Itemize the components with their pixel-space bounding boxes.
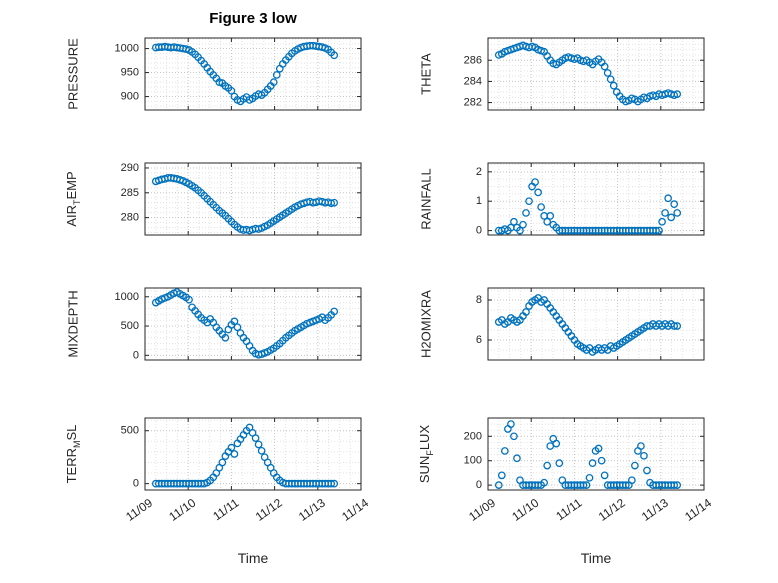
- y-axis-label-h2omixra: H2OMIXRA: [418, 290, 434, 358]
- subplot-mixdepth-plot: [85, 279, 373, 370]
- subplot-sun-flux-plot: [428, 409, 716, 544]
- y-axis-label-sun-flux: SUNFLUX: [417, 424, 435, 484]
- subplot-theta-plot: [428, 29, 716, 120]
- subplot-terr-msl-plot: [85, 409, 373, 544]
- y-axis-label-air-temp: AIRTEMP: [64, 171, 82, 227]
- figure-title: Figure 3 low: [209, 10, 297, 27]
- x-axis-label-right: Time: [580, 550, 612, 566]
- x-axis-label-left: Time: [237, 550, 269, 566]
- y-axis-label-pressure: PRESSURE: [65, 38, 81, 110]
- y-axis-label-terr-msl: TERRMSL: [64, 424, 82, 484]
- y-axis-label-rainfall: RAINFALL: [418, 168, 434, 230]
- y-axis-label-theta: THETA: [418, 53, 434, 95]
- subplot-pressure-plot: [85, 29, 373, 120]
- subplot-air-temp-plot: [85, 154, 373, 245]
- subplot-h2omixra-plot: [428, 279, 716, 370]
- subplot-rainfall-plot: [428, 154, 716, 245]
- y-axis-label-mixdepth: MIXDEPTH: [65, 290, 81, 358]
